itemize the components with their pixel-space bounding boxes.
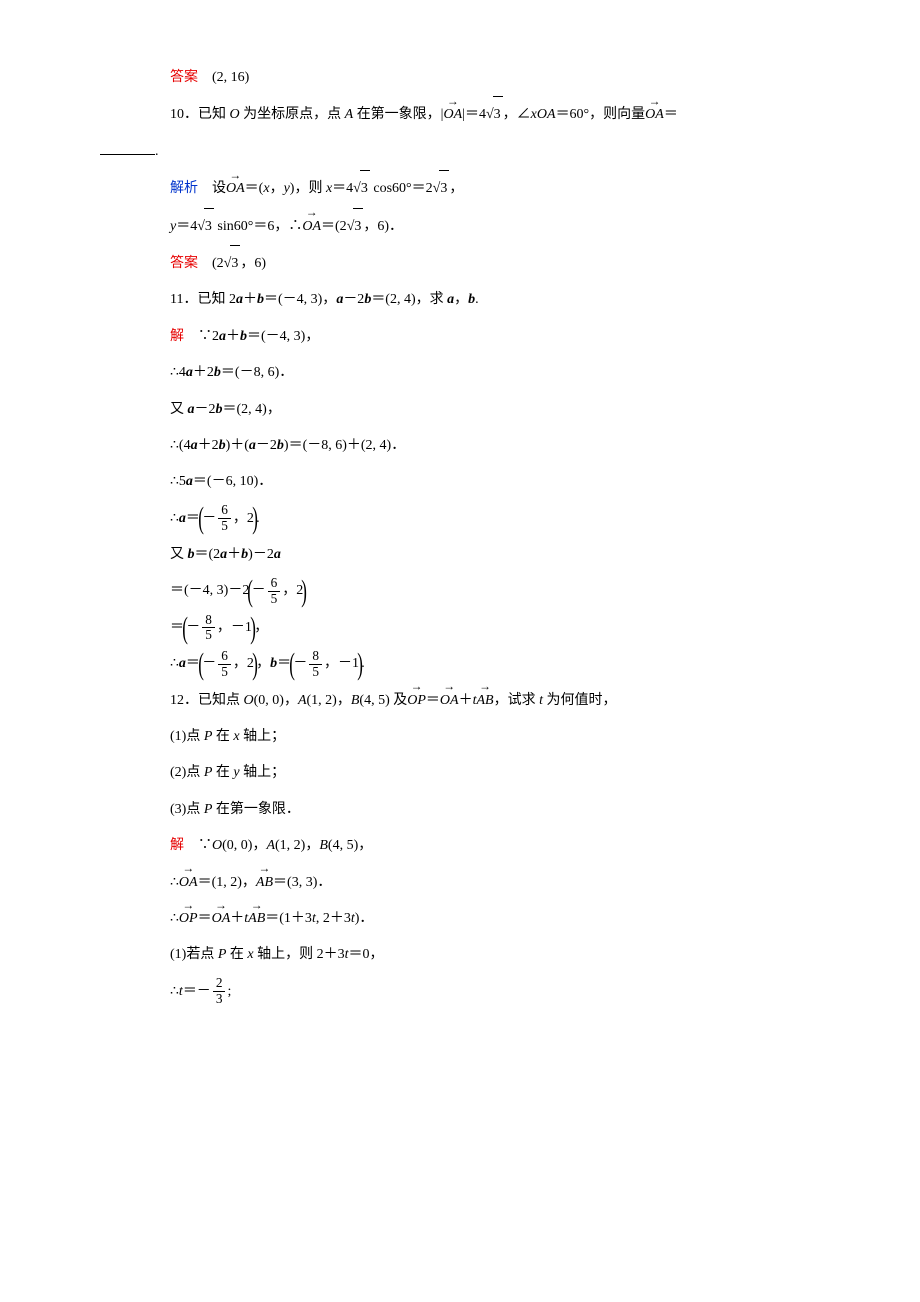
problem-12: 12．已知点 O(0, 0)，A(1, 2)，B(4, 5) 及OP＝OA＋tA… [100,683,830,719]
analysis-10-line2: y＝4√3 sin60°＝6，∴OA＝(2√3，6)． [100,208,830,245]
solution-11-l1: 解 ∵2a＋b＝(－4, 3)， [100,319,830,355]
solution-11-l8: ＝(－4, 3)－2(－65，2) [100,573,830,609]
analysis-10: 解析 设OA＝(x，y)，则 x＝4√3 cos60°＝2√3， [100,170,830,207]
problem-11: 11．已知 2a＋b＝(－4, 3)，a－2b＝(2, 4)，求 a，b. [100,282,830,318]
solution-11-l3: 又 a－2b＝(2, 4)， [100,392,830,428]
solution-11-l7: 又 b＝(2a＋b)－2a [100,537,830,573]
solution-12-l3: ∴OP＝OA＋tAB＝(1＋3t, 2＋3t)． [100,901,830,937]
solution-11-l10: ∴a＝(－65，2)，b＝(－85，－1). [100,646,830,682]
problem-12-2: (2)点 P 在 y 轴上； [100,755,830,791]
problem-12-1: (1)点 P 在 x 轴上； [100,719,830,755]
answer-10: 答案 (2√3，6) [100,245,830,282]
solution-12-l1: 解 ∵O(0, 0)，A(1, 2)，B(4, 5)， [100,828,830,864]
solution-11-l2: ∴4a＋2b＝(－8, 6)． [100,355,830,391]
answer-9: 答案 (2, 16) [100,60,830,96]
solution-12-l5: ∴t＝－23; [100,974,830,1010]
problem-12-3: (3)点 P 在第一象限． [100,792,830,828]
solution-11-l9: ＝(－85，－1)， [100,610,830,646]
solution-11-l4: ∴(4a＋2b)＋(a－2b)＝(－8, 6)＋(2, 4)． [100,428,830,464]
solution-12-l2: ∴OA＝(1, 2)，AB＝(3, 3)． [100,865,830,901]
problem-10-blank: . [100,134,830,170]
solution-11-l6: ∴a＝(－65，2). [100,501,830,537]
problem-10: 10．已知 O 为坐标原点，点 A 在第一象限，|OA|＝4√3，∠xOA＝60… [100,96,830,133]
solution-11-l5: ∴5a＝(－6, 10)． [100,464,830,500]
solution-12-l4: (1)若点 P 在 x 轴上，则 2＋3t＝0， [100,937,830,973]
